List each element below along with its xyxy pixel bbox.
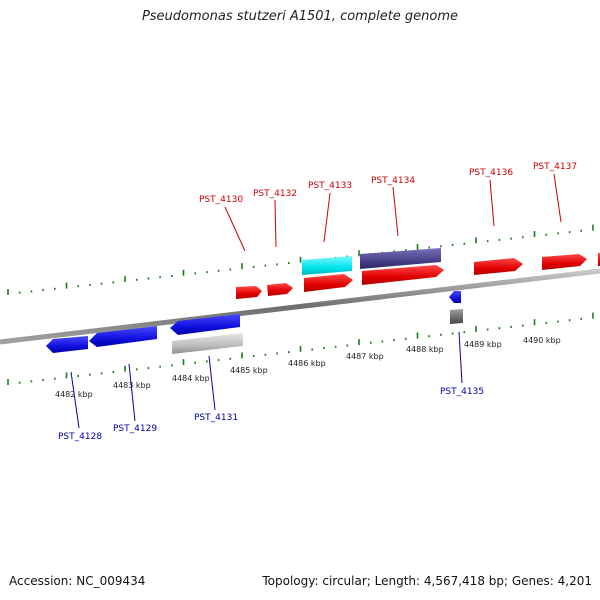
leader-line-pst-4131 (208, 355, 216, 411)
reverse-strand-tick-rail (7, 312, 594, 385)
gene-label-pst-4137[interactable]: PST_4137 (533, 162, 577, 172)
gene-arrow-pst-4132[interactable] (267, 283, 293, 296)
gene-label-pst-4132[interactable]: PST_4132 (253, 189, 297, 199)
scale-label: 4489 kbp (464, 340, 502, 349)
accession-text: Accession: NC_009434 (9, 574, 146, 588)
forward-gene-label-texts: PST_4130 PST_4132 PST_4133 PST_4134 PST_… (199, 162, 577, 205)
gene-label-pst-4133[interactable]: PST_4133 (308, 181, 352, 191)
feature-darkgray-pst-4135[interactable] (450, 309, 463, 324)
gene-arrow-pst-4136[interactable] (474, 258, 523, 275)
gene-label-pst-4135[interactable]: PST_4135 (440, 387, 484, 397)
gene-label-pst-4131[interactable]: PST_4131 (194, 413, 238, 423)
gene-label-pst-4128[interactable]: PST_4128 (58, 432, 102, 442)
leader-line-pst-4136 (489, 179, 495, 227)
gene-label-pst-4136[interactable]: PST_4136 (469, 168, 513, 178)
gene-arrow-pst-4135[interactable] (449, 291, 461, 303)
scale-label: 4484 kbp (172, 374, 210, 383)
leader-line-pst-4129 (128, 363, 136, 422)
reverse-gene-arrows (46, 291, 463, 354)
reverse-gene-label-texts: PST_4128 PST_4129 PST_4131 PST_4135 (58, 387, 484, 442)
leader-line-pst-4134 (392, 186, 399, 237)
feature-cyan-pst-4133[interactable] (302, 256, 352, 275)
gene-label-pst-4130[interactable]: PST_4130 (199, 195, 243, 205)
gene-arrow-pst-4130[interactable] (236, 286, 262, 299)
genome-summary-text: Topology: circular; Length: 4,567,418 bp… (262, 574, 592, 588)
leader-line-pst-4135 (458, 331, 463, 384)
gene-arrow-pst-4133[interactable] (304, 274, 353, 292)
gene-label-pst-4134[interactable]: PST_4134 (371, 176, 415, 186)
gene-arrow-pst-4134[interactable] (362, 265, 444, 285)
genome-backbone (0, 268, 600, 345)
forward-gene-labels (224, 173, 562, 252)
leader-line-pst-4133 (323, 192, 331, 243)
scale-label: 4483 kbp (113, 381, 151, 390)
gene-arrow-pst-4137[interactable] (542, 254, 587, 270)
feature-navy-pst-4134[interactable] (360, 248, 441, 269)
leader-line-pst-4130 (224, 206, 246, 252)
scale-label: 4488 kbp (406, 345, 444, 354)
gene-arrow-pst-4129[interactable] (89, 326, 157, 347)
genome-title: Pseudomonas stutzeri A1501, complete gen… (141, 9, 459, 24)
feature-gray-pst-4131[interactable] (172, 333, 243, 354)
forward-gene-arrows (236, 248, 600, 299)
kbp-scale-labels: 4482 kbp 4483 kbp 4484 kbp 4485 kbp 4486… (55, 336, 561, 399)
scale-label: 4486 kbp (288, 359, 326, 368)
gene-arrow-pst-4128[interactable] (46, 336, 88, 353)
leader-line-pst-4128 (70, 371, 80, 429)
reverse-gene-labels (70, 331, 463, 429)
gene-label-pst-4129[interactable]: PST_4129 (113, 424, 157, 434)
forward-strand-tick-rail (7, 224, 594, 295)
gene-arrow-pst-4131[interactable] (170, 314, 240, 335)
scale-label: 4490 kbp (523, 336, 561, 345)
leader-line-pst-4137 (553, 173, 562, 223)
leader-line-pst-4132 (274, 199, 277, 248)
scale-label: 4487 kbp (346, 352, 384, 361)
scale-label: 4485 kbp (230, 366, 268, 375)
